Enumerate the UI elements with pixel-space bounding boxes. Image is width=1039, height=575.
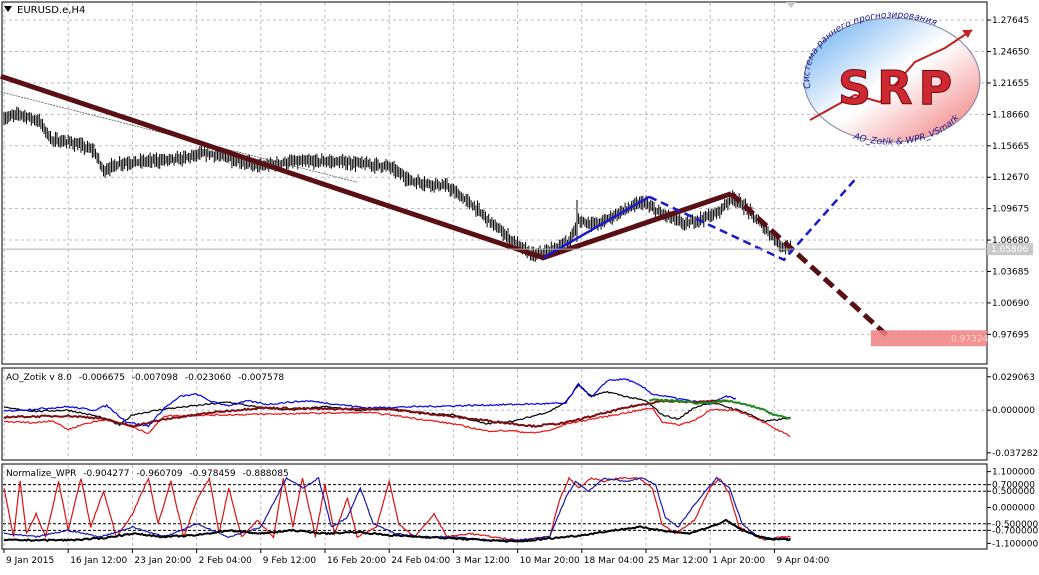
wpr-ytick-label-3: 0.000000 [992, 504, 1035, 514]
x-tick-label-11: 1 Apr 20:00 [712, 556, 765, 566]
price-y-axis: 1.27645 1.24650 1.21655 1.18660 1.15665 1.126… [987, 16, 1029, 340]
ao-y-axis: 0.029063 0.000000 -0.037282 [987, 373, 1038, 459]
wpr-ytick-label-0: 1.100000 [992, 468, 1035, 478]
ao-series-2 [3, 407, 791, 437]
forecast-line-0 [542, 195, 650, 259]
x-tick-label-8: 10 Mar 20:00 [520, 556, 580, 566]
price-ytick-label-4: 1.15665 [992, 142, 1029, 152]
wpr-lines [3, 476, 791, 544]
wpr-series-1 [4, 476, 791, 542]
x-tick-label-10: 25 Mar 12:00 [648, 556, 708, 566]
wpr-ytick-label-4: -0.500000 [992, 520, 1038, 530]
ao-value-4: -0.007578 [238, 373, 284, 383]
x-tick-label-0: 9 Jan 2015 [6, 556, 54, 566]
ao-value-1: -0.006675 [79, 373, 125, 383]
wpr-ytick-label-1: 0.700000 [992, 481, 1035, 491]
ao-grid [3, 369, 986, 459]
forecast-line-1 [648, 179, 856, 262]
ao-ytick-label-0: 0.029063 [992, 373, 1035, 383]
ao-ytick-label-2: -0.037282 [992, 449, 1038, 459]
ao-lines [3, 378, 791, 437]
wpr-indicator-title: Normalize_WPR -0.904277 -0.960709 -0.978… [6, 469, 289, 479]
x-tick-label-4: 9 Feb 12:00 [263, 556, 317, 566]
ao-indicator-title: AO_Zotik v 8.0 -0.006675 -0.007098 -0.02… [6, 373, 284, 383]
ao-series-0 [4, 384, 791, 427]
price-ytick-label-8: 1.03685 [992, 267, 1029, 277]
wpr-series-0 [3, 476, 791, 542]
chart-shift-marker-icon [786, 2, 796, 8]
x-tick-label-9: 18 Mar 04:00 [584, 556, 644, 566]
ao-value-2: -0.007098 [132, 373, 178, 383]
current-price-label: 1.05806 [991, 245, 1028, 255]
x-tick-label-2: 23 Jan 20:00 [134, 556, 191, 566]
wpr-ytick-label-2: 0.500000 [992, 487, 1035, 497]
wpr-series-2 [3, 518, 791, 544]
ao-title-text: AO_Zotik v 8.0 [6, 373, 72, 383]
price-ytick-label-9: 1.00690 [992, 299, 1029, 309]
price-ytick-label-1: 1.24650 [992, 48, 1029, 58]
ao-panel-frame [1, 367, 988, 461]
price-ytick-label-3: 1.18660 [992, 110, 1029, 120]
x-tick-label-6: 24 Feb 04:00 [391, 556, 450, 566]
price-ytick-label-5: 1.12670 [992, 173, 1029, 183]
target-zone-box [871, 330, 987, 347]
price-ytick-label-10: 0.97695 [992, 330, 1029, 340]
price-panel: 1.05806 0.97324 1.27645 1.24650 1.21655 1.18… [0, 1, 1033, 365]
logo-arrow-head-icon [962, 30, 972, 38]
price-grid [3, 3, 986, 363]
ao-panel: 0.029063 0.000000 -0.037282 AO_Zotik v 8.0… [1, 367, 1038, 461]
panel-collapse-triangle-icon[interactable] [4, 6, 12, 12]
wpr-title-text: Normalize_WPR [6, 469, 76, 479]
wpr-value-3: -0.978459 [189, 469, 235, 479]
x-tick-label-3: 2 Feb 04:00 [199, 556, 253, 566]
price-ytick-label-2: 1.21655 [992, 79, 1029, 89]
wpr-ytick-label-5: -0.700000 [992, 526, 1038, 536]
x-tick-label-1: 16 Jan 12:00 [70, 556, 127, 566]
time-axis: 9 Jan 2015 16 Jan 12:00 23 Jan 20:00 2 Feb … [3, 549, 830, 566]
x-tick-label-7: 3 Mar 12:00 [455, 556, 510, 566]
wpr-value-2: -0.960709 [136, 469, 182, 479]
ao-series-4 [648, 398, 791, 420]
logo-srp-text: SRP [838, 61, 958, 115]
logo-arrow-line [809, 29, 973, 121]
x-tick-label-5: 16 Feb 20:00 [327, 556, 386, 566]
target-price-label: 0.97324 [951, 334, 988, 344]
wpr-ytick-label-6: -1.100000 [992, 539, 1038, 549]
current-price-box [987, 243, 1033, 256]
price-ytick-label-6: 1.09675 [992, 205, 1029, 215]
wpr-value-4: -0.888085 [243, 469, 289, 479]
price-ytick-label-0: 1.27645 [992, 16, 1029, 26]
ao-series-1 [3, 378, 737, 428]
price-overlays: 1.05806 0.97324 [0, 73, 1033, 347]
srp-logo: Система раннего прогнозирования AO_Zotik… [802, 10, 981, 148]
wpr-grid [3, 465, 986, 548]
wpr-value-1: -0.904277 [83, 469, 129, 479]
price-chart-title: EURUSD.e,H4 [17, 5, 85, 16]
x-tick-label-12: 9 Apr 04:00 [776, 556, 829, 566]
logo-ellipse [803, 17, 981, 143]
price-ytick-label-7: 1.06680 [992, 236, 1029, 246]
ao-series-3 [3, 399, 730, 429]
ao-ytick-label-1: 0.000000 [992, 406, 1035, 416]
ao-value-3: -0.023060 [185, 373, 231, 383]
